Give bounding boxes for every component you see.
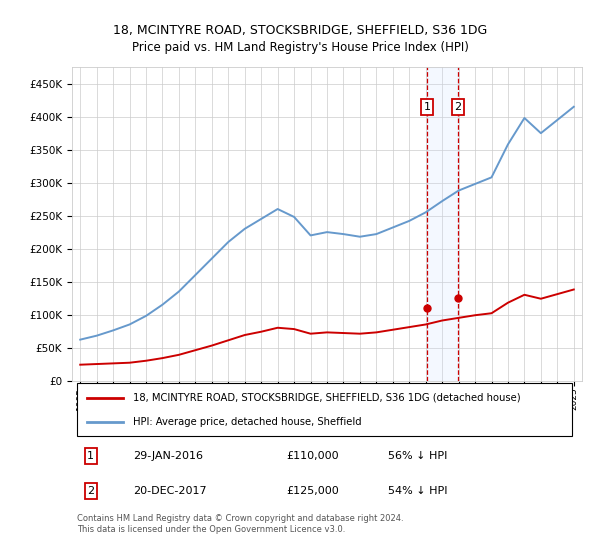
Text: 20-DEC-2017: 20-DEC-2017 <box>133 486 207 496</box>
Text: 54% ↓ HPI: 54% ↓ HPI <box>388 486 448 496</box>
Text: 29-JAN-2016: 29-JAN-2016 <box>133 451 203 461</box>
Text: £110,000: £110,000 <box>286 451 339 461</box>
Text: 2: 2 <box>455 102 461 112</box>
Text: 56% ↓ HPI: 56% ↓ HPI <box>388 451 448 461</box>
Text: Price paid vs. HM Land Registry's House Price Index (HPI): Price paid vs. HM Land Registry's House … <box>131 41 469 54</box>
Text: 18, MCINTYRE ROAD, STOCKSBRIDGE, SHEFFIELD, S36 1DG (detached house): 18, MCINTYRE ROAD, STOCKSBRIDGE, SHEFFIE… <box>133 393 521 403</box>
Text: 18, MCINTYRE ROAD, STOCKSBRIDGE, SHEFFIELD, S36 1DG: 18, MCINTYRE ROAD, STOCKSBRIDGE, SHEFFIE… <box>113 24 487 38</box>
Text: £125,000: £125,000 <box>286 486 339 496</box>
Text: 1: 1 <box>88 451 94 461</box>
Text: Contains HM Land Registry data © Crown copyright and database right 2024.
This d: Contains HM Land Registry data © Crown c… <box>77 514 404 534</box>
Bar <box>427 67 458 381</box>
Text: HPI: Average price, detached house, Sheffield: HPI: Average price, detached house, Shef… <box>133 417 362 427</box>
Text: 2: 2 <box>88 486 94 496</box>
Text: 1: 1 <box>424 102 431 112</box>
